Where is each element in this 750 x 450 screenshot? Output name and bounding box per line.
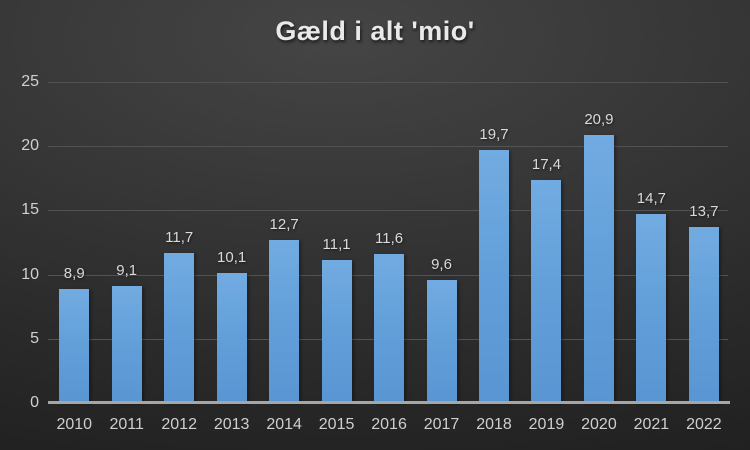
plot-area: 0 5 10 15 20 25 8,9 2010 9,1 2011 11,7 2012 10,1 201… <box>21 73 730 433</box>
x-axis-tick-label: 2012 <box>161 416 197 433</box>
bar-group: 11,1 2015 <box>310 82 362 433</box>
x-axis-line <box>48 401 730 404</box>
gridline <box>48 146 728 148</box>
bar <box>269 239 300 403</box>
y-axis-tick-label: 25 <box>21 73 39 90</box>
x-axis-tick-label: 2019 <box>528 416 565 433</box>
bar-group: 14,7 2021 <box>625 82 677 433</box>
bar-value-label: 8,9 <box>63 264 85 282</box>
bar-group: 17,4 2019 <box>520 82 572 433</box>
bar-group: 9,6 2017 <box>415 82 467 433</box>
gridline <box>48 210 728 212</box>
bar-group: 13,7 2022 <box>678 82 730 433</box>
bar-slots: 8,9 2010 9,1 2011 11,7 2012 10,1 2013 12,7 2014 11… <box>48 82 730 433</box>
x-axis-tick-label: 2011 <box>109 416 144 433</box>
bar <box>374 254 405 403</box>
bar-value-label: 17,4 <box>531 155 562 173</box>
chart-title: Gæld i alt 'mio' <box>275 16 475 46</box>
bar <box>478 150 509 403</box>
bar-value-label: 19,7 <box>479 126 509 144</box>
bar-value-label: 9,1 <box>116 262 138 280</box>
x-axis-tick-label: 2020 <box>581 416 617 433</box>
bar-group: 11,7 2012 <box>153 82 205 433</box>
bar <box>688 227 719 403</box>
y-axis-tick-label: 5 <box>30 329 39 347</box>
x-axis-tick-label: 2015 <box>318 416 355 433</box>
x-axis-tick-label: 2021 <box>633 416 670 433</box>
bar-value-label: 10,1 <box>217 249 247 267</box>
bar-value-label: 12,7 <box>269 215 299 233</box>
y-axis-tick-label: 20 <box>21 137 39 155</box>
bar <box>583 134 614 403</box>
bar-value-label: 11,6 <box>375 230 404 248</box>
bar <box>531 179 562 403</box>
bar-group: 8,9 2010 <box>48 82 100 433</box>
bar <box>636 214 667 403</box>
y-axis-tick-label: 10 <box>21 265 39 283</box>
bar-value-label: 13,7 <box>689 203 719 221</box>
x-axis-tick-label: 2016 <box>371 416 407 433</box>
bar-group: 10,1 2013 <box>205 82 257 433</box>
bar-group: 11,6 2016 <box>363 82 415 433</box>
x-axis-tick-label: 2018 <box>476 416 512 433</box>
bar-value-label: 11,1 <box>322 236 351 254</box>
x-axis-tick-label: 2017 <box>423 416 460 433</box>
gridline <box>48 82 728 83</box>
bar-value-label: 20,9 <box>584 110 614 128</box>
x-axis-tick-label: 2013 <box>213 416 250 433</box>
y-axis-tick-label: 0 <box>30 394 39 411</box>
bar-value-label: 11,7 <box>165 228 194 246</box>
bar <box>321 260 352 403</box>
bar-group: 20,9 2020 <box>573 82 625 433</box>
bar <box>111 286 142 403</box>
bar-value-label: 9,6 <box>431 255 452 273</box>
bar-group: 9,1 2011 <box>100 82 152 433</box>
bar <box>216 273 247 403</box>
bar <box>426 279 457 403</box>
bar <box>164 252 195 403</box>
y-axis-tick-label: 15 <box>21 201 39 219</box>
x-axis-tick-label: 2014 <box>266 416 302 433</box>
bar <box>59 288 90 403</box>
bar-value-label: 14,7 <box>636 190 666 208</box>
bar-group: 19,7 2018 <box>468 82 520 433</box>
x-axis-tick-label: 2022 <box>686 416 722 433</box>
x-axis-tick-label: 2010 <box>56 416 93 433</box>
bar-group: 12,7 2014 <box>258 82 310 433</box>
